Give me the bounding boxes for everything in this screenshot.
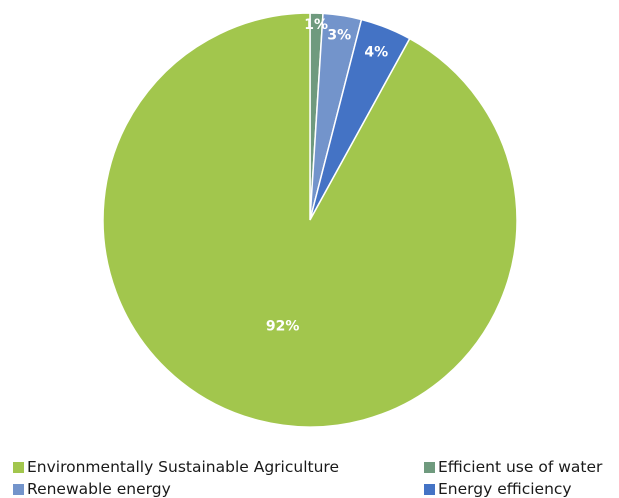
slice-data-label: 4% <box>364 45 388 61</box>
legend-swatch <box>13 483 24 495</box>
chart-legend: Environmentally Sustainable Agriculture … <box>0 458 619 498</box>
slice-data-label: 92% <box>266 319 300 335</box>
legend-item-energy-efficiency: Energy efficiency <box>424 480 572 498</box>
legend-label: Renewable energy <box>27 480 171 498</box>
legend-item-renewable-energy: Renewable energy <box>13 480 171 498</box>
legend-item-environmentally-sustainable-agriculture: Environmentally Sustainable Agriculture <box>13 458 339 476</box>
legend-label: Efficient use of water <box>438 458 603 476</box>
legend-swatch <box>424 483 435 495</box>
pie-slice-environmentally-sustainable-agriculture <box>102 12 518 428</box>
pie-chart: 1%3% 4% 92% <box>102 12 518 428</box>
legend-swatch <box>13 461 24 473</box>
legend-swatch <box>424 461 435 473</box>
legend-label: Environmentally Sustainable Agriculture <box>27 458 339 476</box>
legend-item-efficient-use-of-water: Efficient use of water <box>424 458 602 476</box>
slice-data-label: 3% <box>327 27 351 43</box>
legend-label: Energy efficiency <box>438 480 572 498</box>
slice-data-label: 1% <box>304 17 328 33</box>
